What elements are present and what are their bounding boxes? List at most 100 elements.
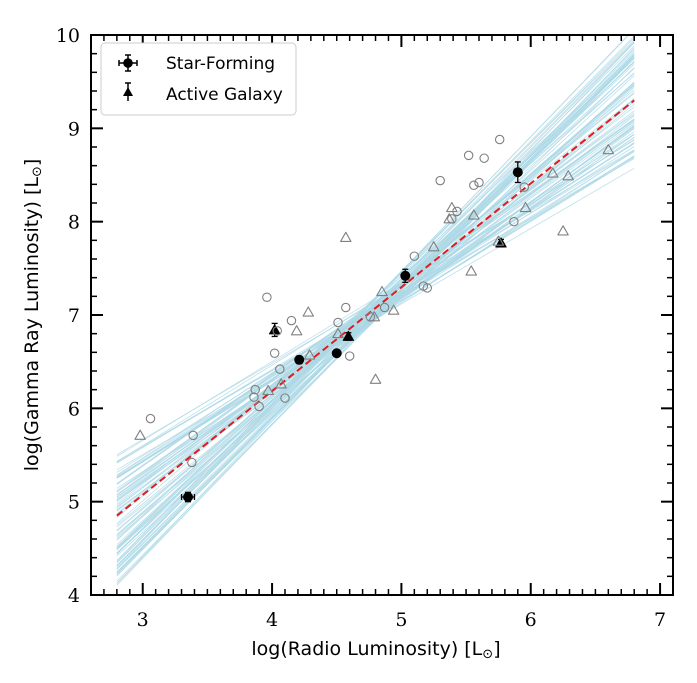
- star-forming-sample-point: [474, 177, 484, 188]
- circle-marker: [400, 270, 411, 281]
- y-tick-label: 10: [56, 25, 80, 47]
- star-forming-detected-point: [400, 268, 411, 283]
- star-forming-sample-point: [519, 182, 530, 192]
- circle-marker: [422, 283, 433, 293]
- circle-marker: [341, 302, 351, 313]
- triangle-marker: [557, 225, 569, 236]
- legend-box: [100, 42, 297, 116]
- y-tick-label: 6: [68, 398, 80, 420]
- fit-sample-line: [116, 55, 635, 569]
- active-galaxy-sample-point: [303, 349, 316, 360]
- axis-ticks: [90, 34, 674, 596]
- triangle-marker: [492, 235, 505, 246]
- x-axis-label-text: log(Radio Luminosity) [L: [251, 638, 482, 660]
- y-axis-solar-symbol: ⊙: [30, 166, 45, 177]
- star-forming-detected-point: [512, 161, 523, 184]
- circle-marker: [331, 348, 342, 359]
- star-forming-sample-point: [280, 393, 290, 403]
- fit-sample-line: [116, 35, 629, 569]
- triangle-marker: [387, 304, 400, 315]
- active-galaxy-sample-point: [387, 304, 400, 315]
- fit-sample-line: [116, 37, 635, 562]
- circle-marker: [494, 134, 505, 145]
- fit-sample-line: [116, 84, 635, 554]
- legend-active-galaxy-marker: [123, 82, 133, 101]
- active-galaxy-sample-point: [134, 429, 146, 440]
- triangle-marker: [134, 429, 146, 440]
- star-forming-sample-point: [286, 315, 297, 326]
- x-tick-label: 3: [137, 609, 149, 631]
- y-tick-label: 7: [68, 305, 80, 327]
- active-galaxy-sample-point: [275, 378, 287, 389]
- active-galaxy-sample-point: [290, 325, 303, 336]
- circle-marker: [463, 150, 474, 161]
- fit-sample-line: [116, 120, 635, 501]
- y-axis-label-close: ]: [21, 159, 43, 166]
- triangle-marker: [290, 325, 303, 336]
- star-forming-detected-point: [180, 491, 196, 503]
- triangle-marker: [546, 167, 559, 178]
- circle-marker: [187, 457, 197, 468]
- active-galaxy-sample-point: [262, 384, 274, 396]
- x-axis-solar-symbol: ⊙: [482, 647, 493, 662]
- circle-marker: [280, 393, 290, 403]
- active-galaxy-sample-point: [368, 311, 380, 322]
- active-galaxy-sample-point: [465, 265, 477, 276]
- circle-marker: [509, 216, 519, 227]
- active-galaxy-sample-point: [468, 209, 480, 220]
- fit-sample-line: [116, 61, 635, 547]
- star-forming-sample-point: [275, 364, 285, 374]
- star-forming-sample-point: [272, 326, 282, 336]
- star-forming-sample-point: [341, 302, 351, 313]
- active-galaxy-sample-point: [427, 241, 440, 252]
- active-galaxy-sample-point: [446, 201, 458, 213]
- legend-active-galaxy-label: Active Galaxy: [166, 85, 283, 105]
- star-forming-sample-point: [249, 392, 259, 402]
- triangle-marker: [562, 170, 574, 181]
- active-galaxy-sample-point: [443, 213, 456, 224]
- active-galaxy-sample-point: [602, 144, 615, 155]
- fit-sample-line: [116, 68, 635, 545]
- star-forming-sample-point: [254, 401, 264, 412]
- best-fit-line: [116, 99, 635, 517]
- star-forming-sample-point: [469, 180, 479, 191]
- circle-marker: [294, 354, 305, 365]
- circle-marker: [344, 351, 355, 361]
- circle-marker: [469, 180, 479, 191]
- star-forming-sample-point: [269, 348, 280, 359]
- star-forming-sample-point: [262, 292, 272, 303]
- star-forming-sample-point: [409, 251, 420, 261]
- circle-marker: [262, 292, 272, 303]
- circle-marker: [333, 317, 343, 328]
- y-tick-label: 8: [68, 212, 80, 234]
- triangle-marker: [368, 311, 380, 322]
- circle-marker: [183, 492, 193, 502]
- triangle-marker: [332, 327, 344, 339]
- triangle-marker: [342, 330, 355, 341]
- circle-marker: [272, 326, 282, 336]
- active-galaxy-sample-point: [519, 201, 532, 213]
- legend-star-forming-label: Star-Forming: [166, 54, 275, 74]
- y-tick-label: 4: [68, 585, 80, 607]
- x-tick-label: 5: [395, 609, 407, 631]
- star-forming-sample-point: [463, 150, 474, 161]
- x-tick-label: 4: [266, 609, 278, 631]
- triangle-marker: [262, 384, 274, 396]
- circle-marker: [519, 182, 530, 192]
- y-tick-label: 5: [68, 492, 80, 514]
- active-galaxy-sample-point: [369, 373, 382, 384]
- triangle-marker: [465, 265, 477, 276]
- circle-marker: [379, 302, 390, 313]
- circle-marker: [474, 177, 484, 188]
- y-tick-labels: 4 5 6 7 8 9 10: [56, 25, 80, 607]
- legend: Star-Forming Active Galaxy: [100, 42, 297, 116]
- fit-sample-line: [116, 149, 635, 456]
- triangle-marker: [376, 285, 388, 297]
- circle-marker: [269, 348, 280, 359]
- triangle-marker: [340, 231, 352, 242]
- circle-marker: [275, 364, 285, 374]
- triangle-marker: [446, 201, 458, 213]
- circle-marker: [286, 315, 297, 326]
- star-forming-sample-point: [422, 283, 433, 293]
